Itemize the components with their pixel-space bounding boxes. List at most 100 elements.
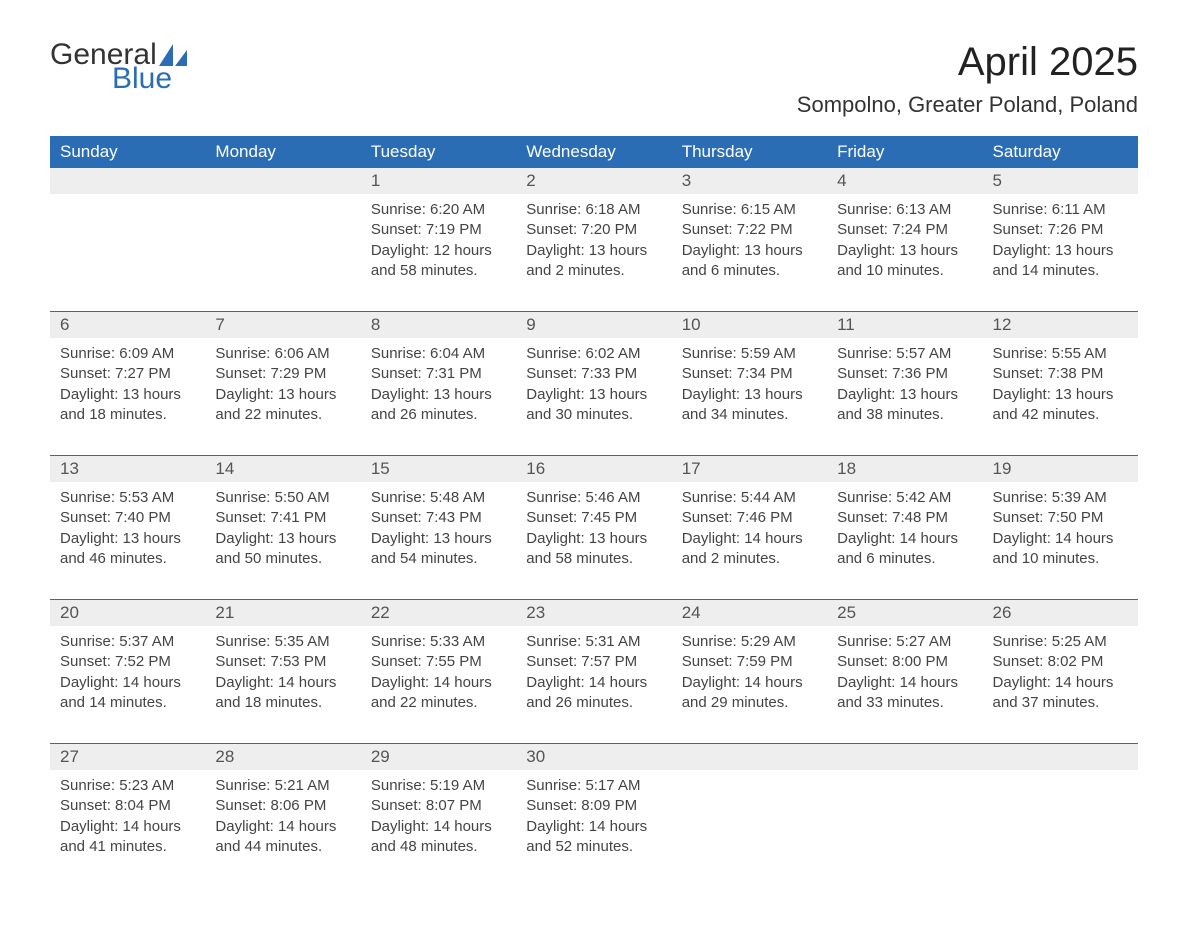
day-header: Sunday (50, 136, 205, 168)
day-cell: Sunrise: 5:17 AMSunset: 8:09 PMDaylight:… (516, 770, 671, 887)
day-number: 17 (672, 456, 827, 482)
sunrise-text: Sunrise: 6:18 AM (526, 200, 661, 220)
sunrise-text: Sunrise: 6:02 AM (526, 344, 661, 364)
daylight-text: Daylight: 13 hours and 2 minutes. (526, 241, 661, 282)
day-number: 30 (516, 744, 671, 770)
daylight-text: Daylight: 13 hours and 34 minutes. (682, 385, 817, 426)
sunrise-text: Sunrise: 5:46 AM (526, 488, 661, 508)
day-number (827, 744, 982, 770)
sunrise-text: Sunrise: 5:53 AM (60, 488, 195, 508)
day-number: 10 (672, 312, 827, 338)
day-number (672, 744, 827, 770)
content-row: Sunrise: 5:37 AMSunset: 7:52 PMDaylight:… (50, 626, 1138, 744)
day-cell: Sunrise: 5:55 AMSunset: 7:38 PMDaylight:… (983, 338, 1138, 456)
sunset-text: Sunset: 7:33 PM (526, 364, 661, 384)
day-cell: Sunrise: 6:04 AMSunset: 7:31 PMDaylight:… (361, 338, 516, 456)
day-header: Wednesday (516, 136, 671, 168)
day-number: 19 (983, 456, 1138, 482)
daylight-text: Daylight: 14 hours and 10 minutes. (993, 529, 1128, 570)
sunset-text: Sunset: 8:09 PM (526, 796, 661, 816)
day-number: 2 (516, 168, 671, 194)
sunset-text: Sunset: 7:24 PM (837, 220, 972, 240)
day-cell: Sunrise: 6:15 AMSunset: 7:22 PMDaylight:… (672, 194, 827, 312)
sunrise-text: Sunrise: 5:23 AM (60, 776, 195, 796)
daylight-text: Daylight: 13 hours and 10 minutes. (837, 241, 972, 282)
day-cell: Sunrise: 5:19 AMSunset: 8:07 PMDaylight:… (361, 770, 516, 887)
daynum-row: 27282930 (50, 744, 1138, 770)
day-cell: Sunrise: 5:50 AMSunset: 7:41 PMDaylight:… (205, 482, 360, 600)
day-number: 6 (50, 312, 205, 338)
sunrise-text: Sunrise: 5:17 AM (526, 776, 661, 796)
sunrise-text: Sunrise: 5:39 AM (993, 488, 1128, 508)
day-cell: Sunrise: 6:09 AMSunset: 7:27 PMDaylight:… (50, 338, 205, 456)
daylight-text: Daylight: 14 hours and 22 minutes. (371, 673, 506, 714)
sunrise-text: Sunrise: 5:33 AM (371, 632, 506, 652)
daylight-text: Daylight: 13 hours and 26 minutes. (371, 385, 506, 426)
sunset-text: Sunset: 8:06 PM (215, 796, 350, 816)
sunrise-text: Sunrise: 6:09 AM (60, 344, 195, 364)
month-title: April 2025 (797, 40, 1138, 84)
daynum-row: 12345 (50, 168, 1138, 194)
sunset-text: Sunset: 8:07 PM (371, 796, 506, 816)
day-cell: Sunrise: 5:31 AMSunset: 7:57 PMDaylight:… (516, 626, 671, 744)
day-cell: Sunrise: 5:29 AMSunset: 7:59 PMDaylight:… (672, 626, 827, 744)
day-number: 14 (205, 456, 360, 482)
sunrise-text: Sunrise: 5:37 AM (60, 632, 195, 652)
daylight-text: Daylight: 13 hours and 46 minutes. (60, 529, 195, 570)
daylight-text: Daylight: 14 hours and 26 minutes. (526, 673, 661, 714)
day-number: 23 (516, 600, 671, 626)
day-cell: Sunrise: 6:20 AMSunset: 7:19 PMDaylight:… (361, 194, 516, 312)
day-number: 26 (983, 600, 1138, 626)
day-cell: Sunrise: 6:13 AMSunset: 7:24 PMDaylight:… (827, 194, 982, 312)
day-cell: Sunrise: 6:02 AMSunset: 7:33 PMDaylight:… (516, 338, 671, 456)
day-cell: Sunrise: 6:06 AMSunset: 7:29 PMDaylight:… (205, 338, 360, 456)
day-cell: Sunrise: 5:27 AMSunset: 8:00 PMDaylight:… (827, 626, 982, 744)
daylight-text: Daylight: 14 hours and 6 minutes. (837, 529, 972, 570)
daylight-text: Daylight: 13 hours and 18 minutes. (60, 385, 195, 426)
day-number: 13 (50, 456, 205, 482)
day-number: 24 (672, 600, 827, 626)
sunset-text: Sunset: 7:50 PM (993, 508, 1128, 528)
sunrise-text: Sunrise: 6:11 AM (993, 200, 1128, 220)
day-number (205, 168, 360, 194)
sunrise-text: Sunrise: 6:04 AM (371, 344, 506, 364)
sunset-text: Sunset: 7:46 PM (682, 508, 817, 528)
sunrise-text: Sunrise: 5:35 AM (215, 632, 350, 652)
sunset-text: Sunset: 8:02 PM (993, 652, 1128, 672)
sunset-text: Sunset: 7:36 PM (837, 364, 972, 384)
daynum-row: 6789101112 (50, 312, 1138, 338)
day-cell (672, 770, 827, 887)
day-number: 3 (672, 168, 827, 194)
content-row: Sunrise: 6:09 AMSunset: 7:27 PMDaylight:… (50, 338, 1138, 456)
sunrise-text: Sunrise: 5:29 AM (682, 632, 817, 652)
day-cell: Sunrise: 5:25 AMSunset: 8:02 PMDaylight:… (983, 626, 1138, 744)
day-cell (50, 194, 205, 312)
day-cell: Sunrise: 5:57 AMSunset: 7:36 PMDaylight:… (827, 338, 982, 456)
day-cell: Sunrise: 5:33 AMSunset: 7:55 PMDaylight:… (361, 626, 516, 744)
sunrise-text: Sunrise: 5:21 AM (215, 776, 350, 796)
daylight-text: Daylight: 13 hours and 38 minutes. (837, 385, 972, 426)
sunrise-text: Sunrise: 5:48 AM (371, 488, 506, 508)
sunset-text: Sunset: 8:04 PM (60, 796, 195, 816)
day-number: 9 (516, 312, 671, 338)
daylight-text: Daylight: 13 hours and 6 minutes. (682, 241, 817, 282)
sunrise-text: Sunrise: 6:06 AM (215, 344, 350, 364)
daylight-text: Daylight: 14 hours and 52 minutes. (526, 817, 661, 858)
sunset-text: Sunset: 7:29 PM (215, 364, 350, 384)
day-header: Friday (827, 136, 982, 168)
daylight-text: Daylight: 13 hours and 54 minutes. (371, 529, 506, 570)
sunset-text: Sunset: 7:26 PM (993, 220, 1128, 240)
day-cell (827, 770, 982, 887)
sunset-text: Sunset: 7:34 PM (682, 364, 817, 384)
daylight-text: Daylight: 14 hours and 48 minutes. (371, 817, 506, 858)
daylight-text: Daylight: 13 hours and 22 minutes. (215, 385, 350, 426)
sunset-text: Sunset: 7:31 PM (371, 364, 506, 384)
daynum-row: 20212223242526 (50, 600, 1138, 626)
content-row: Sunrise: 5:53 AMSunset: 7:40 PMDaylight:… (50, 482, 1138, 600)
sunrise-text: Sunrise: 6:13 AM (837, 200, 972, 220)
sunset-text: Sunset: 7:53 PM (215, 652, 350, 672)
day-number: 20 (50, 600, 205, 626)
sunrise-text: Sunrise: 6:20 AM (371, 200, 506, 220)
daylight-text: Daylight: 14 hours and 41 minutes. (60, 817, 195, 858)
daylight-text: Daylight: 14 hours and 33 minutes. (837, 673, 972, 714)
